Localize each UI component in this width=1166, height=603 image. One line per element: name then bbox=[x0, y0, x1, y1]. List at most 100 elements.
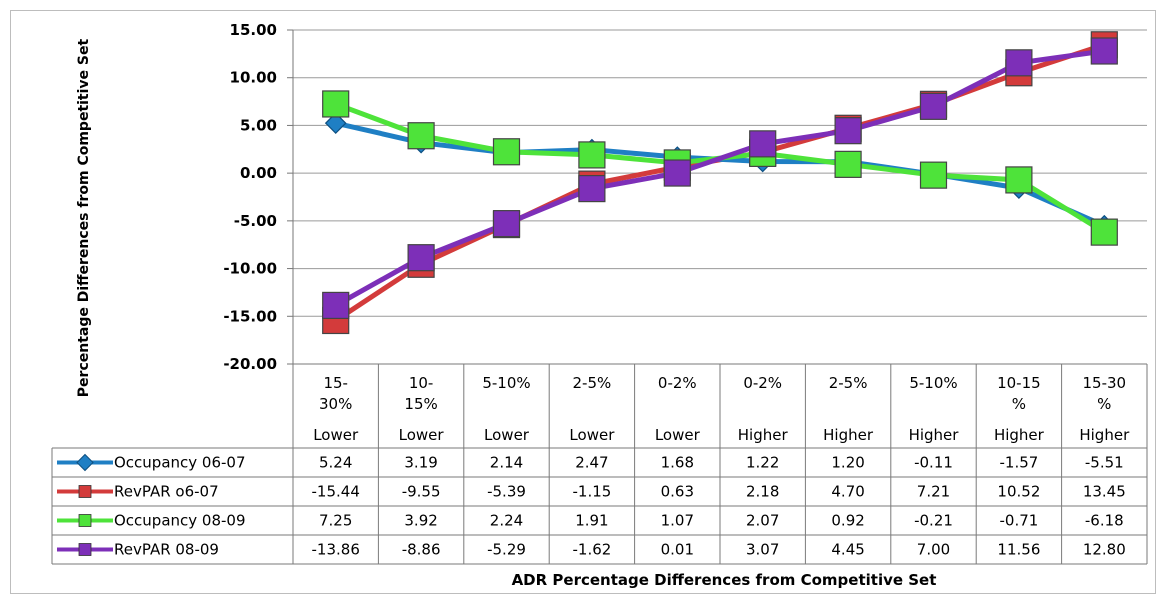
data-point-square bbox=[322, 291, 350, 320]
data-table-value: -9.55 bbox=[402, 483, 441, 501]
data-table-value: 10.52 bbox=[997, 483, 1040, 501]
category-label-line3: Higher bbox=[909, 426, 960, 444]
category-label-line1: 2-5% bbox=[829, 374, 868, 392]
data-point-diamond bbox=[324, 112, 347, 134]
legend-label: RevPAR o6-07 bbox=[114, 483, 219, 501]
series-revpar-08-09 bbox=[322, 37, 1118, 320]
data-point-square bbox=[1090, 37, 1118, 65]
data-table-value: 1.91 bbox=[575, 512, 608, 530]
data-table-value: 5.24 bbox=[319, 454, 352, 472]
y-tick-label: 0.00 bbox=[240, 164, 277, 182]
gridlines bbox=[287, 29, 1147, 365]
category-label-line3: Higher bbox=[738, 426, 789, 444]
category-label-line2: 30% bbox=[319, 395, 352, 413]
data-point-square bbox=[578, 175, 606, 203]
category-label-line1: 10-15 bbox=[997, 374, 1041, 392]
data-table-value: -13.86 bbox=[312, 541, 360, 559]
data-table-value: 0.92 bbox=[831, 512, 864, 530]
data-point-square bbox=[578, 141, 606, 169]
data-table-value: 1.22 bbox=[746, 454, 779, 472]
legend-label: Occupancy 08-09 bbox=[114, 512, 246, 530]
category-label-line3: Lower bbox=[569, 426, 615, 444]
category-label-line2: % bbox=[1012, 395, 1026, 413]
data-point-square bbox=[1005, 49, 1033, 77]
data-table-value: 7.25 bbox=[319, 512, 352, 530]
data-table-value: 4.45 bbox=[831, 541, 864, 559]
data-point-square bbox=[1005, 166, 1033, 194]
data-point-square bbox=[407, 244, 435, 272]
data-table-value: 1.20 bbox=[831, 454, 864, 472]
legend-key-square-marker bbox=[78, 543, 92, 556]
y-tick-label: -15.00 bbox=[223, 307, 277, 325]
data-table-value: 12.80 bbox=[1083, 541, 1126, 559]
data-point-square bbox=[834, 150, 862, 178]
data-table-value: 4.70 bbox=[831, 483, 864, 501]
series-line bbox=[334, 101, 1106, 235]
data-point-square bbox=[1090, 218, 1118, 246]
y-tick-label: 10.00 bbox=[230, 69, 277, 87]
data-table-value: 2.24 bbox=[490, 512, 523, 530]
legend-key-diamond-marker bbox=[76, 453, 94, 472]
data-table-value: -0.21 bbox=[914, 512, 953, 530]
data-table-value: 2.47 bbox=[575, 454, 608, 472]
data-point-square bbox=[492, 210, 521, 238]
y-tick-label: 15.00 bbox=[230, 21, 277, 39]
data-table-value: 11.56 bbox=[997, 541, 1040, 559]
data-point-square bbox=[749, 130, 777, 158]
category-label-line3: Lower bbox=[313, 426, 359, 444]
legend-key-revpar-08-09 bbox=[57, 543, 113, 556]
legend-key-occupancy-08-09 bbox=[57, 514, 113, 527]
legend-label: Occupancy 06-07 bbox=[114, 454, 246, 472]
legend-key-occupancy-06-07 bbox=[57, 453, 113, 472]
series-line bbox=[335, 120, 1106, 229]
data-point-square bbox=[834, 117, 862, 145]
y-axis-label: Percentage Differences from Competitive … bbox=[76, 39, 92, 398]
category-label-line1: 5-10% bbox=[909, 374, 957, 392]
data-table-value: -1.15 bbox=[572, 483, 611, 501]
data-point-square bbox=[919, 161, 948, 189]
category-label-line3: Higher bbox=[1079, 426, 1130, 444]
category-label-line2: 15% bbox=[404, 395, 437, 413]
category-label-line2: % bbox=[1097, 395, 1111, 413]
series-lines bbox=[322, 31, 1118, 335]
data-table-value: 0.63 bbox=[661, 483, 694, 501]
data-table-value: 1.07 bbox=[661, 512, 694, 530]
data-point-square bbox=[407, 122, 435, 150]
series-line bbox=[334, 48, 1105, 308]
data-table-value: 3.19 bbox=[404, 454, 437, 472]
data-table-value: 0.01 bbox=[661, 541, 694, 559]
category-label-line1: 2-5% bbox=[573, 374, 612, 392]
data-table-value: 3.07 bbox=[746, 541, 779, 559]
x-axis-label: ADR Percentage Differences from Competit… bbox=[512, 571, 937, 589]
category-label-line3: Lower bbox=[399, 426, 445, 444]
data-point-square bbox=[919, 92, 948, 120]
data-table-value: -1.57 bbox=[999, 454, 1038, 472]
category-label-line3: Lower bbox=[655, 426, 701, 444]
data-table-value: 13.45 bbox=[1083, 483, 1126, 501]
data-table-value: -5.51 bbox=[1085, 454, 1124, 472]
data-table-value: -6.18 bbox=[1085, 512, 1124, 530]
category-label-line1: 0-2% bbox=[658, 374, 697, 392]
category-label-line1: 15- bbox=[323, 374, 348, 392]
category-label-line1: 10- bbox=[409, 374, 434, 392]
data-table-value: 1.68 bbox=[661, 454, 694, 472]
category-label-line3: Higher bbox=[994, 426, 1045, 444]
data-table-value: 2.18 bbox=[746, 483, 779, 501]
data-table-value: 7.00 bbox=[917, 541, 950, 559]
category-label-line1: 15-30 bbox=[1083, 374, 1127, 392]
data-table-value: -0.11 bbox=[914, 454, 953, 472]
category-label-line1: 0-2% bbox=[743, 374, 782, 392]
legend-key-square-marker bbox=[78, 514, 92, 527]
data-table-value: -15.44 bbox=[312, 483, 360, 501]
y-tick-label: -5.00 bbox=[234, 212, 277, 230]
y-tick-label: -20.00 bbox=[223, 355, 277, 373]
data-table-value: 3.92 bbox=[404, 512, 437, 530]
data-table-value: -5.39 bbox=[487, 483, 526, 501]
series-occupancy-06-07 bbox=[324, 112, 1116, 237]
legend-key-square-marker bbox=[78, 485, 92, 498]
legend-label: RevPAR 08-09 bbox=[114, 541, 219, 559]
category-label-line3: Lower bbox=[484, 426, 530, 444]
y-tick-labels: 15.00 10.00 5.00 0.00 -5.00 -10.00 -15.00 -20.0… bbox=[223, 21, 277, 373]
data-table-value: -0.71 bbox=[999, 512, 1038, 530]
